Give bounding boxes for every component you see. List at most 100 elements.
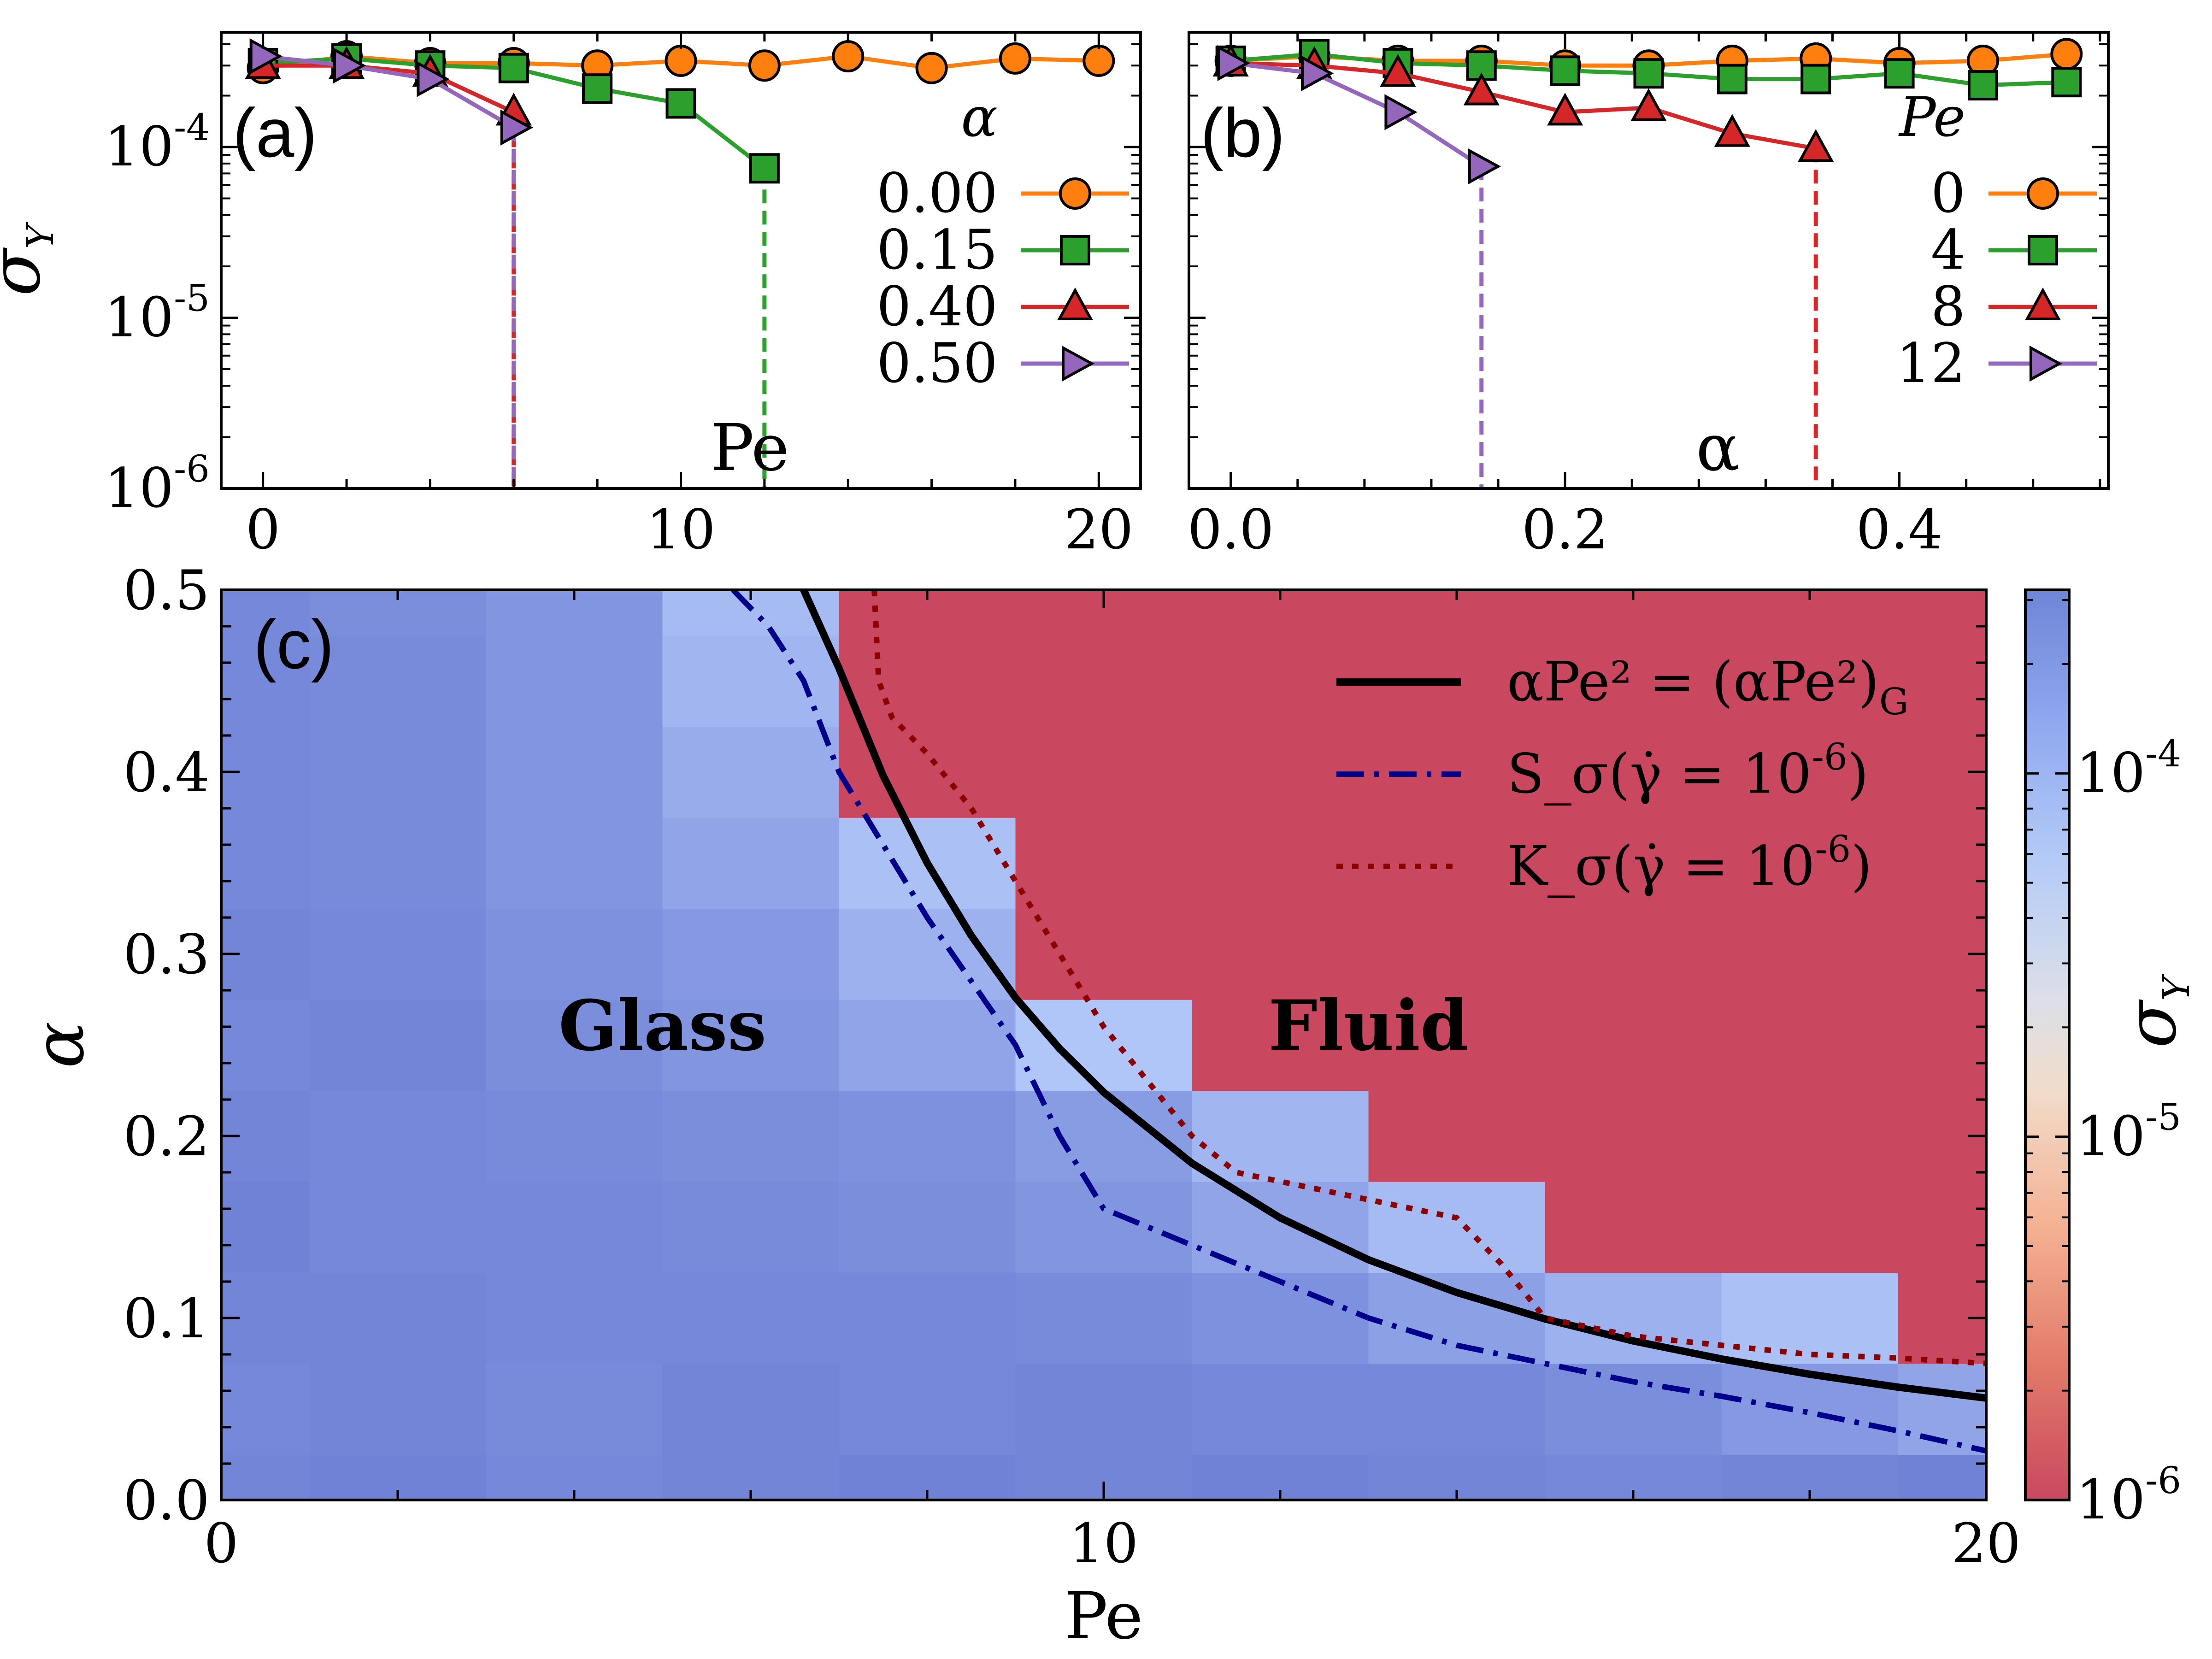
heatmap-cell-0-3 [221,1181,310,1273]
heatmap-cell-10-10 [1898,590,1986,636]
heatmap-cell-3-8 [662,726,840,818]
heatmap-cell-8-5 [1545,999,1722,1091]
y-tick-label: 10-4 [105,106,210,178]
data-point-0.50-3 [500,109,534,146]
heatmap-cell-7-7 [1368,817,1546,909]
data-point-8-4 [1547,93,1583,126]
plot-frame [1188,31,2110,490]
heatmap-cell-3-9 [662,635,840,727]
data-point-0.15-6 [749,153,780,184]
heatmap-cell-8-3 [1545,1181,1722,1273]
legend-label-0.15: 0.15 [877,218,998,282]
data-point-4-5 [1633,58,1664,89]
heatmap-cell-9-6 [1721,908,1899,1000]
plot-area [1212,38,2083,488]
legend-label-0.00: 0.00 [877,161,998,225]
colorbar: 10-4 10-5 10-6 σY [2024,588,2198,1531]
region-label-fluid: Fluid [1268,985,1468,1066]
y-tick-label-c: 0.0 [123,1469,210,1532]
colorbar-tick-label: 10-6 [2076,1459,2181,1531]
heatmap-cell-2-3 [486,1181,663,1273]
heatmap-cell-9-4 [1721,1090,1899,1182]
y-tick-label-c: 0.5 [123,559,210,622]
data-point-8-3 [1463,72,1500,106]
heatmap-cell-6-1 [1192,1363,1369,1455]
heatmap-cell-7-1 [1368,1363,1546,1455]
heatmap-cell-8-2 [1545,1272,1722,1364]
heatmap-cell-5-8 [1015,726,1193,818]
y-tick-label-c: 0.4 [123,741,210,804]
x-axis-label-c: Pe [1065,1579,1143,1654]
heatmap-cell-0-9 [221,635,310,727]
heatmap-cell-6-2 [1192,1272,1369,1364]
heatmap-cell-4-9 [839,635,1016,727]
x-tick-label-c: 0 [204,1512,238,1575]
panel-a: 0 10 20 10-4 10-5 10-6 σY (a) Pe α 0.000.150.400.5… [0,31,1142,561]
data-point-8-7 [1798,129,1834,162]
heatmap-cell-0-10 [221,590,310,636]
heatmap-cell-3-4 [662,1090,840,1182]
y-tick-label: 10-6 [105,447,210,520]
heatmap-cell-9-1 [1721,1363,1899,1455]
legend-label-12: 12 [1896,331,1965,395]
heatmap-cell-6-7 [1192,817,1369,909]
colorbar-gradient [2024,588,2071,1501]
heatmap-cell-1-2 [309,1272,487,1364]
legend-marker-0.15 [1060,235,1090,265]
data-point-8-5 [1630,88,1667,121]
heatmap-cell-6-6 [1192,908,1369,1000]
heatmap-cell-9-7 [1721,817,1899,909]
heatmap-cell-3-2 [662,1272,840,1364]
legend-marker-0 [2027,177,2059,210]
x-axis-label: α [1696,411,1740,486]
data-point-8-6 [1714,114,1750,147]
x-tick-label: 20 [1064,498,1133,561]
heatmap-cell-0-1 [221,1363,310,1455]
legend-label-4: 4 [1931,218,1965,282]
heatmap-cell-4-2 [839,1272,1016,1364]
data-point-0.50-1 [333,47,366,84]
x-tick-label: 0.0 [1188,498,1274,561]
heatmap-cell-2-8 [486,726,663,818]
legend-label-0: 0 [1931,161,1965,225]
data-point-4-6 [1717,64,1747,94]
heatmap-cell-10-7 [1898,817,1986,909]
colorbar-tick-label: 10-5 [2076,1096,2181,1168]
colorbar-tick-label: 10-4 [2076,732,2181,805]
heatmap-cell-3-1 [662,1363,840,1455]
legend-label-8: 8 [1931,275,1965,338]
heatmap-cell-2-4 [486,1090,663,1182]
boundary-line-2 [871,590,1986,1366]
heatmap-cell-9-8 [1721,726,1899,818]
heatmap-cell-4-3 [839,1181,1016,1273]
heatmap-cell-5-5 [1015,999,1193,1091]
boundary-line-0 [800,590,1986,1402]
x-axis-label: Pe [711,411,789,486]
series-line-12 [1230,61,1483,168]
data-point-0.50-0 [249,38,282,75]
heatmap-cell-1-6 [309,908,487,1000]
y-tick-label: 10-5 [105,277,210,349]
y-tick-label-c: 0.1 [123,1287,210,1350]
heatmap-cell-5-2 [1015,1272,1193,1364]
data-point-0.00-8 [915,52,948,84]
heatmap-cell-1-1 [309,1363,487,1455]
y-axis-label: σY [0,221,62,296]
legend-label-c-1: S_σ(γ̇ = 10-6) [1507,735,1869,806]
heatmap-cell-2-7 [486,817,663,909]
boundary-line-1 [731,590,1986,1454]
phase-boundary-lines [731,590,1986,1454]
heatmap-cell-4-1 [839,1363,1016,1455]
panel-c-axes: 0 10 20 0.0 0.1 0.2 0.3 0.4 0.5 Pe α (c) Glass Fluid α… [19,559,2021,1654]
heatmap-cell-5-1 [1015,1363,1193,1455]
legend-c: αPe² = (αPe²)G S_σ(γ̇ = 10-6) K_σ(γ̇ = 10-… [1336,650,1909,898]
data-point-12-0 [1217,45,1250,82]
legend-label-c-2: K_σ(γ̇ = 10-6) [1507,828,1872,898]
plot-area [245,38,1115,488]
legend-label-0.40: 0.40 [877,275,998,338]
heatmap-cell-8-4 [1545,1090,1722,1182]
heatmap-cell-7-6 [1368,908,1546,1000]
heatmap-cell-1-3 [309,1181,487,1273]
